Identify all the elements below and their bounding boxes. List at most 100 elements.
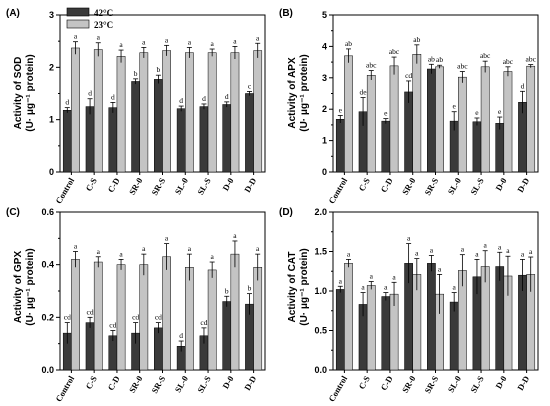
- significance-label: abc: [389, 47, 400, 56]
- x-tick-label: Control: [326, 175, 349, 205]
- panel-b-label: (B): [279, 8, 293, 19]
- legend: 42°C 23°C: [66, 7, 113, 30]
- x-tick-label: C-D: [378, 176, 394, 194]
- bar-23c: [253, 267, 263, 371]
- significance-label: d: [111, 92, 115, 101]
- x-tick-label: C-D: [105, 176, 121, 194]
- significance-label: a: [97, 33, 101, 42]
- significance-label: e: [453, 102, 457, 111]
- significance-label: cd: [155, 313, 162, 322]
- significance-label: a: [188, 37, 192, 46]
- bar-42c: [472, 121, 482, 173]
- legend-swatch-23: [66, 19, 90, 29]
- panel-b: (B) Activity of APX (U· μg⁻¹ protein) 0 1…: [279, 8, 539, 205]
- bar-23c: [139, 52, 149, 173]
- y-tick-label: 4: [322, 41, 327, 51]
- significance-label: ab: [436, 55, 443, 64]
- significance-label: d: [521, 81, 525, 90]
- bar-42c: [108, 107, 118, 173]
- bar-42c: [404, 91, 413, 173]
- panel-c-label: (C): [6, 207, 20, 218]
- x-tick-label: D-D: [242, 176, 258, 194]
- significance-label: b: [134, 69, 138, 78]
- y-tick-label: 2: [322, 104, 327, 114]
- bar-23c: [162, 256, 171, 371]
- panel-d-label: (D): [279, 207, 293, 218]
- panel-d: (D) Activity of CAT (U· μg⁻¹ protein) 0.…: [279, 207, 539, 403]
- y-tick-label: 2: [49, 62, 54, 72]
- bar-23c: [366, 285, 376, 371]
- significance-label: abc: [457, 62, 468, 71]
- x-tick-label: D-0: [493, 176, 508, 192]
- significance-label: a: [475, 249, 479, 258]
- significance-label: a: [119, 40, 123, 49]
- bar-42c: [154, 79, 163, 173]
- significance-label: a: [415, 249, 419, 258]
- bar-42c: [85, 106, 95, 173]
- significance-label: e: [475, 108, 479, 117]
- x-tick-label: SL-0: [173, 176, 190, 196]
- significance-label: a: [392, 272, 396, 281]
- significance-label: a: [521, 249, 525, 258]
- y-tick-label: 0.4: [41, 260, 54, 270]
- bar-42c: [335, 289, 345, 371]
- significance-label: cd: [64, 313, 71, 322]
- bar-23c: [71, 47, 80, 173]
- bar-23c: [116, 264, 126, 371]
- significance-label: a: [506, 246, 510, 255]
- bar-42c: [495, 123, 505, 173]
- bar-23c: [71, 259, 80, 371]
- panel-d-plot: 0.00.51.01.52.0ControlaaC-SaaC-DaaSR-0aa…: [314, 207, 539, 403]
- bar-23c: [253, 50, 263, 173]
- bar-23c: [344, 55, 353, 173]
- significance-label: a: [74, 242, 78, 251]
- significance-label: a: [453, 283, 457, 292]
- legend-swatch-42: [66, 7, 90, 17]
- significance-label: de: [360, 88, 368, 97]
- y-tick-label: 1.0: [314, 286, 327, 296]
- significance-label: b: [248, 284, 252, 293]
- bar-42c: [131, 81, 140, 173]
- significance-label: a: [339, 276, 343, 285]
- x-tick-label: D-0: [220, 176, 235, 192]
- significance-label: d: [225, 92, 229, 101]
- x-tick-label: C-D: [378, 374, 394, 392]
- significance-label: a: [142, 37, 146, 46]
- bar-42c: [495, 266, 505, 371]
- significance-label: a: [529, 247, 533, 256]
- panel-a-plot: 0 1 2 3 Control d a C-S d a C-D d a SR-0 b a SR-S b a SL-0 d…: [49, 10, 266, 205]
- x-tick-label: SL-S: [468, 176, 486, 197]
- bar-23c: [435, 66, 444, 173]
- x-tick-label: SR-S: [422, 176, 440, 197]
- x-tick-label: D-D: [242, 374, 258, 392]
- significance-label: a: [165, 35, 169, 44]
- bar-42c: [381, 120, 391, 173]
- significance-label: c: [248, 81, 252, 90]
- significance-label: cd: [405, 71, 412, 80]
- y-tick-label: 0: [49, 167, 54, 177]
- y-tick-label: 0.2: [41, 312, 54, 322]
- x-tick-label: SR-S: [149, 176, 167, 197]
- bar-42c: [222, 104, 232, 173]
- x-tick-label: C-S: [83, 176, 99, 193]
- panel-a: (A) Activity of SOD (U· μg⁻¹ protein) 0 1…: [6, 7, 266, 205]
- bar-42c: [199, 106, 209, 173]
- panel-b-plot: 012345ControleabC-SdeabcC-DeabcSR-0cdabS…: [322, 10, 539, 205]
- significance-label: a: [498, 242, 502, 251]
- significance-label: d: [179, 96, 183, 105]
- x-tick-label: Control: [326, 373, 349, 403]
- panel-c-ylabel-line2: (U· μg⁻¹ protein): [25, 248, 36, 326]
- bar-23c: [116, 56, 126, 173]
- bar-23c: [185, 52, 194, 173]
- bar-42c: [335, 118, 345, 173]
- y-tick-label: 3: [322, 73, 327, 83]
- panel-d-ylabel-line1: Activity of CAT: [287, 252, 298, 323]
- y-tick-label: 0.0: [41, 365, 54, 375]
- x-tick-label: Control: [53, 175, 76, 205]
- x-tick-label: C-S: [356, 176, 372, 193]
- significance-label: a: [233, 36, 237, 45]
- y-tick-label: 0.5: [314, 326, 327, 336]
- y-tick-label: 1.5: [314, 247, 327, 257]
- x-tick-label: SR-0: [127, 176, 145, 197]
- x-tick-label: SR-0: [127, 374, 145, 395]
